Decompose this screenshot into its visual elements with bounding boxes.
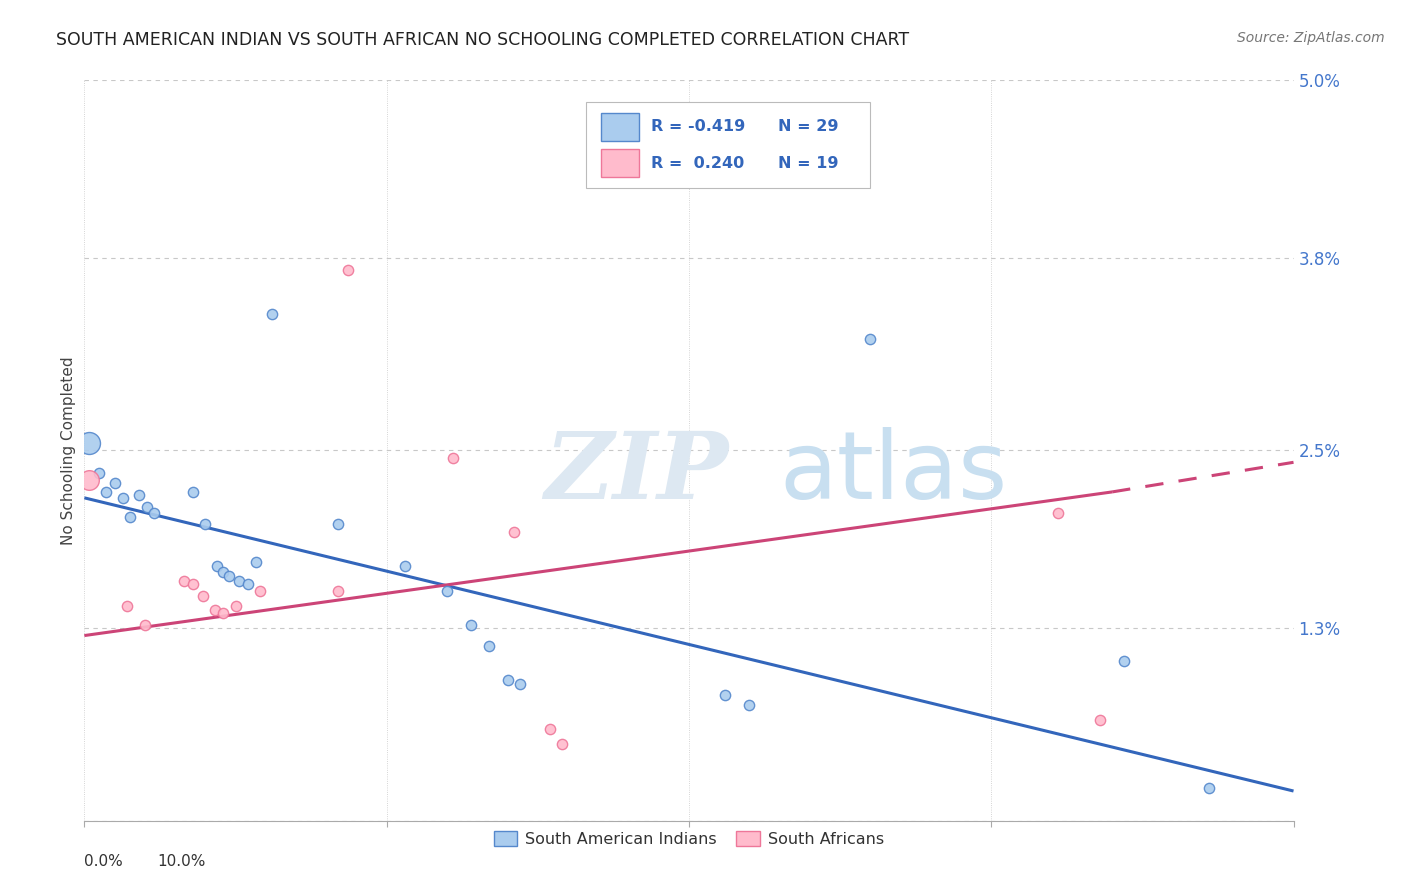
- Point: [436, 584, 458, 599]
- Text: N = 29: N = 29: [779, 120, 839, 135]
- Point: [77, 473, 100, 487]
- Point: [738, 698, 761, 713]
- Point: [460, 618, 482, 632]
- Point: [328, 584, 350, 599]
- Point: [859, 332, 882, 346]
- Point: [225, 599, 247, 613]
- Point: [212, 565, 235, 579]
- Point: [394, 558, 416, 573]
- Point: [120, 510, 142, 524]
- Point: [181, 576, 204, 591]
- Point: [1088, 713, 1111, 727]
- FancyBboxPatch shape: [586, 103, 870, 187]
- Point: [236, 576, 259, 591]
- Point: [191, 589, 214, 603]
- Point: [128, 488, 150, 502]
- Point: [478, 639, 501, 653]
- Text: atlas: atlas: [780, 426, 1008, 518]
- Point: [115, 599, 138, 613]
- Point: [538, 722, 561, 736]
- Point: [1198, 780, 1220, 795]
- Point: [136, 500, 159, 514]
- Point: [207, 558, 229, 573]
- Point: [104, 476, 127, 491]
- Point: [94, 484, 117, 499]
- Point: [502, 524, 524, 539]
- Point: [112, 491, 135, 505]
- Text: R = -0.419: R = -0.419: [651, 120, 745, 135]
- Y-axis label: No Schooling Completed: No Schooling Completed: [60, 356, 76, 545]
- Point: [218, 569, 240, 583]
- Point: [212, 607, 235, 621]
- Point: [194, 517, 217, 532]
- Point: [336, 262, 359, 277]
- Text: Source: ZipAtlas.com: Source: ZipAtlas.com: [1237, 31, 1385, 45]
- Point: [134, 618, 156, 632]
- Point: [245, 555, 267, 569]
- Point: [1114, 654, 1136, 668]
- Point: [181, 484, 204, 499]
- Text: 10.0%: 10.0%: [157, 854, 205, 869]
- Point: [204, 603, 226, 617]
- Point: [328, 517, 350, 532]
- Point: [173, 574, 195, 588]
- Point: [77, 436, 100, 450]
- Point: [714, 688, 737, 702]
- Legend: South American Indians, South Africans: South American Indians, South Africans: [486, 824, 891, 854]
- FancyBboxPatch shape: [600, 149, 640, 178]
- Text: R =  0.240: R = 0.240: [651, 156, 745, 170]
- Text: ZIP: ZIP: [544, 427, 728, 517]
- Point: [744, 174, 766, 188]
- Point: [509, 677, 531, 691]
- Point: [87, 466, 110, 480]
- Point: [551, 737, 574, 751]
- Text: 0.0%: 0.0%: [84, 854, 124, 869]
- Text: SOUTH AMERICAN INDIAN VS SOUTH AFRICAN NO SCHOOLING COMPLETED CORRELATION CHART: SOUTH AMERICAN INDIAN VS SOUTH AFRICAN N…: [56, 31, 910, 49]
- Point: [1046, 506, 1069, 520]
- Point: [496, 673, 519, 687]
- Point: [260, 307, 283, 321]
- Point: [249, 584, 271, 599]
- FancyBboxPatch shape: [600, 113, 640, 141]
- Text: N = 19: N = 19: [779, 156, 839, 170]
- Point: [228, 574, 250, 588]
- Point: [143, 506, 166, 520]
- Point: [441, 450, 464, 465]
